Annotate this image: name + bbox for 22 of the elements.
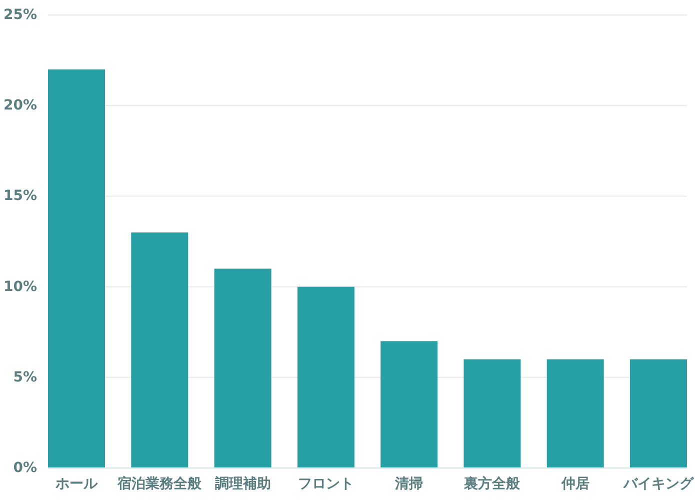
- x-tick-label: 調理補助: [214, 475, 271, 492]
- bar: [464, 359, 521, 468]
- bar: [48, 69, 105, 468]
- y-tick-label: 20%: [3, 98, 37, 114]
- x-tick-label: バイキング: [622, 476, 694, 492]
- bar: [214, 268, 272, 468]
- x-tick-label: 仲居: [560, 476, 590, 492]
- y-tick-label: 0%: [13, 460, 37, 476]
- x-tick-label: 裏方全般: [463, 475, 522, 492]
- y-tick-label: 15%: [3, 188, 37, 204]
- bar: [380, 341, 438, 468]
- x-tick-label: 宿泊業務全般: [116, 475, 203, 492]
- x-tick-label: ホール: [54, 476, 98, 492]
- y-tick-label: 25%: [3, 7, 37, 23]
- bar: [630, 359, 687, 468]
- x-tick-label: 清掃: [394, 476, 424, 492]
- y-tick-label: 10%: [3, 278, 37, 295]
- bar: [131, 232, 188, 468]
- bar: [297, 286, 354, 468]
- x-tick-label: フロント: [298, 476, 354, 492]
- y-tick-label: 5%: [13, 369, 37, 386]
- bar: [546, 359, 604, 468]
